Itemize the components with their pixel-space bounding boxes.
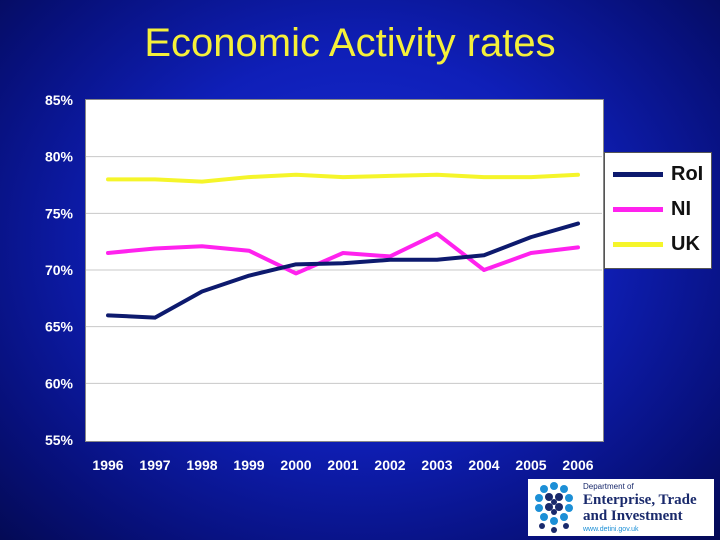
series-line-ni [106,231,580,276]
legend-label-ni: NI [671,198,691,220]
legend-item-ni: NI [613,194,709,224]
x-tick-label: 2002 [374,457,405,473]
y-tick-label: 60% [45,375,74,391]
x-tick-label: 1997 [139,457,170,473]
logo-line-enterprise: Enterprise, Trade [583,492,697,508]
chart-title: Economic Activity rates [144,21,556,65]
y-tick-label: 55% [45,432,74,448]
legend-swatch-ni [613,207,663,212]
y-tick-label: 75% [45,205,74,221]
x-tick-label: 2003 [421,457,452,473]
x-tick-label: 1999 [233,457,264,473]
x-tick-label: 2001 [327,457,358,473]
x-tick-label: 1996 [92,457,123,473]
y-axis-ticks: 85% 80% 75% 70% 65% 60% 55% [45,92,74,448]
x-tick-label: 1998 [186,457,217,473]
series-line-roi [106,221,580,320]
x-tick-label: 2004 [468,457,499,473]
hexagon-emblem-icon [535,482,573,533]
legend-swatch-uk [613,242,663,247]
x-tick-label: 2006 [562,457,593,473]
series-line-uk [106,172,580,184]
logo-url: www.detini.gov.uk [583,526,639,533]
legend-swatch-roi [613,172,663,177]
x-axis-ticks: 1996 1997 1998 1999 2000 2001 2002 2003 2004 2005… [92,457,593,473]
legend-label-uk: UK [671,233,700,255]
legend-item-roi: RoI [613,159,709,189]
y-tick-label: 80% [45,149,74,165]
legend-item-uk: UK [613,229,709,259]
y-tick-label: 70% [45,262,74,278]
legend: RoI NI UK [604,152,712,269]
gridlines [86,156,602,384]
y-tick-label: 85% [45,92,74,108]
series-lines [106,172,580,320]
logo-dept-of: Department of [583,482,634,491]
logo-line-investment: and Investment [583,508,683,524]
legend-label-roi: RoI [671,163,704,185]
x-tick-label: 2005 [515,457,546,473]
detini-logo: Department of Enterprise, Trade and Inve… [528,479,714,536]
y-tick-label: 65% [45,319,74,335]
x-tick-label: 2000 [280,457,311,473]
